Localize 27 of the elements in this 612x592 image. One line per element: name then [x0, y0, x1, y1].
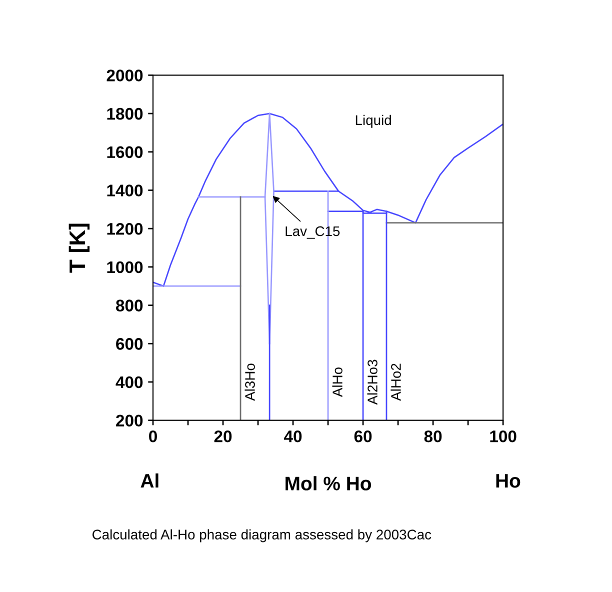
y-axis-title: T [K] [68, 224, 90, 273]
x-axis-title: Mol % Ho [286, 476, 372, 490]
annotation: AlHo2 [390, 364, 401, 401]
y-tick-label: 1800 [107, 108, 143, 120]
annotation: AlHo [332, 368, 342, 397]
x-tick-label: 0 [149, 430, 157, 442]
y-tick-label: 200 [116, 414, 143, 427]
annotation: Lav_C15 [286, 226, 340, 239]
y-tick-label: 400 [116, 376, 143, 388]
y-tick-label: 1000 [107, 261, 143, 274]
y-tick-label: 1600 [107, 146, 143, 158]
x-tick-label: 60 [354, 430, 372, 442]
text: Al [140, 473, 158, 488]
x-tick-label: 20 [214, 430, 232, 442]
annotation: Al2Ho3 [367, 360, 378, 405]
y-tick-label: 1400 [107, 184, 143, 196]
y-tick-label: 800 [116, 300, 143, 312]
text: Ho [496, 474, 520, 488]
x-tick-label: 100 [490, 430, 516, 442]
y-tick-label: 2000 [106, 70, 143, 82]
x-tick-label: 80 [424, 430, 442, 442]
y-tick-label: 600 [116, 338, 143, 350]
annotation: Liquid [356, 114, 391, 128]
annotation: Al3Ho [244, 364, 255, 401]
y-tick-label: 1200 [107, 222, 143, 235]
text: Calculated Al-Ho phase diagram assessed by 2003Cac [92, 529, 432, 542]
x-tick-label: 40 [284, 430, 302, 442]
